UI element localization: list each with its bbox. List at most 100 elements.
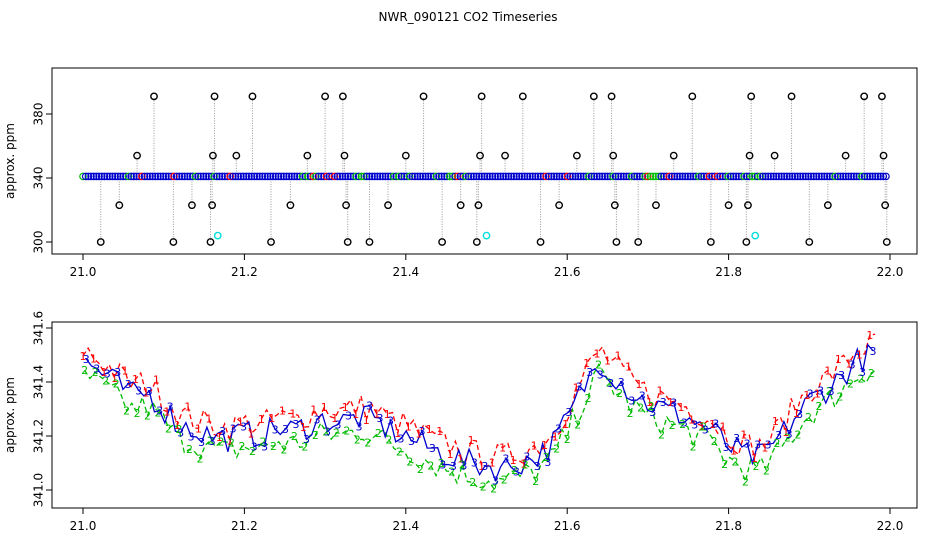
baseline-point xyxy=(801,172,810,181)
baseline-point xyxy=(780,172,789,181)
baseline-point xyxy=(799,172,807,181)
series-2-marker: 2 xyxy=(711,435,718,448)
baseline-point xyxy=(518,172,526,181)
series-1-marker: 1 xyxy=(562,418,569,431)
baseline-point xyxy=(392,172,400,181)
baseline-point xyxy=(226,172,235,181)
baseline-point xyxy=(531,172,540,181)
series-1-marker: 1 xyxy=(205,413,212,426)
series-2-marker: 2 xyxy=(784,432,791,445)
spike-point xyxy=(501,151,509,160)
top-x-tick-label: 21.6 xyxy=(554,265,581,279)
baseline-point xyxy=(421,172,430,181)
baseline-point xyxy=(285,172,293,181)
spike-point xyxy=(747,92,756,101)
series-1-marker: 1 xyxy=(394,427,401,440)
series-1-marker: 1 xyxy=(719,421,726,434)
baseline-point xyxy=(411,172,419,181)
series-2-marker: 2 xyxy=(92,366,99,379)
series-3-marker: 3 xyxy=(744,438,751,451)
series-1-marker: 1 xyxy=(289,407,296,420)
series-3-marker: 3 xyxy=(502,453,509,466)
series-3-marker: 3 xyxy=(219,425,226,438)
series-1-marker: 1 xyxy=(268,412,275,425)
top-spike-lines xyxy=(100,96,888,242)
baseline-point xyxy=(261,172,269,181)
baseline-point xyxy=(611,172,620,181)
baseline-point xyxy=(451,172,459,181)
baseline-point xyxy=(697,172,706,181)
spike-point xyxy=(209,151,217,160)
baseline-point xyxy=(507,172,516,181)
series-1-marker: 1 xyxy=(856,348,863,361)
baseline-point xyxy=(748,172,756,181)
series-2-marker: 2 xyxy=(228,437,235,450)
baseline-point xyxy=(823,172,831,181)
baseline-point xyxy=(84,172,93,181)
series-3-marker: 3 xyxy=(167,400,174,413)
baseline-point xyxy=(759,172,767,181)
baseline-point xyxy=(526,172,534,181)
baseline-point xyxy=(502,172,510,181)
bottom-x-tick-label: 21.4 xyxy=(392,519,419,533)
baseline-point xyxy=(213,172,221,181)
baseline-point xyxy=(231,172,240,181)
baseline-point xyxy=(603,172,612,181)
baseline-point xyxy=(330,172,339,181)
series-2-marker: 2 xyxy=(805,411,812,424)
baseline-point xyxy=(234,172,243,181)
baseline-point xyxy=(737,172,746,181)
series-1-marker: 1 xyxy=(761,442,768,455)
baseline-point xyxy=(646,172,655,181)
series-3-marker: 3 xyxy=(702,423,709,436)
series-3-marker: 3 xyxy=(817,384,824,397)
top-x-tick-label: 21.8 xyxy=(715,265,742,279)
series-2-marker: 2 xyxy=(857,372,864,385)
baseline-point xyxy=(686,172,695,181)
spike-point xyxy=(133,151,141,160)
baseline-point xyxy=(478,172,486,181)
baseline-point xyxy=(427,172,435,181)
cyan-point xyxy=(482,231,491,240)
baseline-point xyxy=(539,172,548,181)
baseline-point xyxy=(162,172,170,181)
series-1-marker: 1 xyxy=(625,360,632,373)
baseline-point xyxy=(247,172,256,181)
baseline-point xyxy=(569,172,577,181)
spike-point xyxy=(342,201,350,210)
spike-point xyxy=(477,92,486,101)
baseline-point xyxy=(89,172,98,181)
series-2-marker: 2 xyxy=(280,444,287,457)
baseline-point xyxy=(269,172,277,181)
top-y-axis-label: approx. ppm xyxy=(3,123,17,199)
baseline-point xyxy=(560,172,569,181)
series-3-marker: 3 xyxy=(366,400,373,413)
spike-point xyxy=(343,238,352,246)
baseline-point xyxy=(413,172,422,181)
baseline-point xyxy=(833,172,842,181)
spike-point xyxy=(860,92,869,101)
spike-point xyxy=(438,238,447,246)
spike-point xyxy=(150,92,158,101)
series-1-marker: 1 xyxy=(342,401,349,414)
baseline-point xyxy=(352,172,360,181)
baseline-point xyxy=(512,172,521,181)
top-x-tick-label: 22.0 xyxy=(877,265,904,279)
series-1-marker: 1 xyxy=(426,423,433,436)
baseline-point xyxy=(544,172,553,181)
series-3-marker: 3 xyxy=(628,394,635,407)
series-3-marker: 3 xyxy=(376,412,383,425)
baseline-point xyxy=(528,172,537,181)
baseline-point xyxy=(344,172,352,181)
baseline-point xyxy=(97,172,106,181)
series-1-marker: 1 xyxy=(163,405,170,418)
bottom-x-tick-label: 21.8 xyxy=(715,519,742,533)
baseline-point xyxy=(756,172,764,181)
series-3-marker: 3 xyxy=(660,396,667,409)
series-1-marker: 1 xyxy=(80,350,87,363)
spike-point xyxy=(208,201,217,210)
series-1-marker: 1 xyxy=(646,396,653,409)
series-1-marker: 1 xyxy=(803,389,810,402)
series-2-marker: 2 xyxy=(333,426,340,439)
series-3-marker: 3 xyxy=(849,359,856,372)
